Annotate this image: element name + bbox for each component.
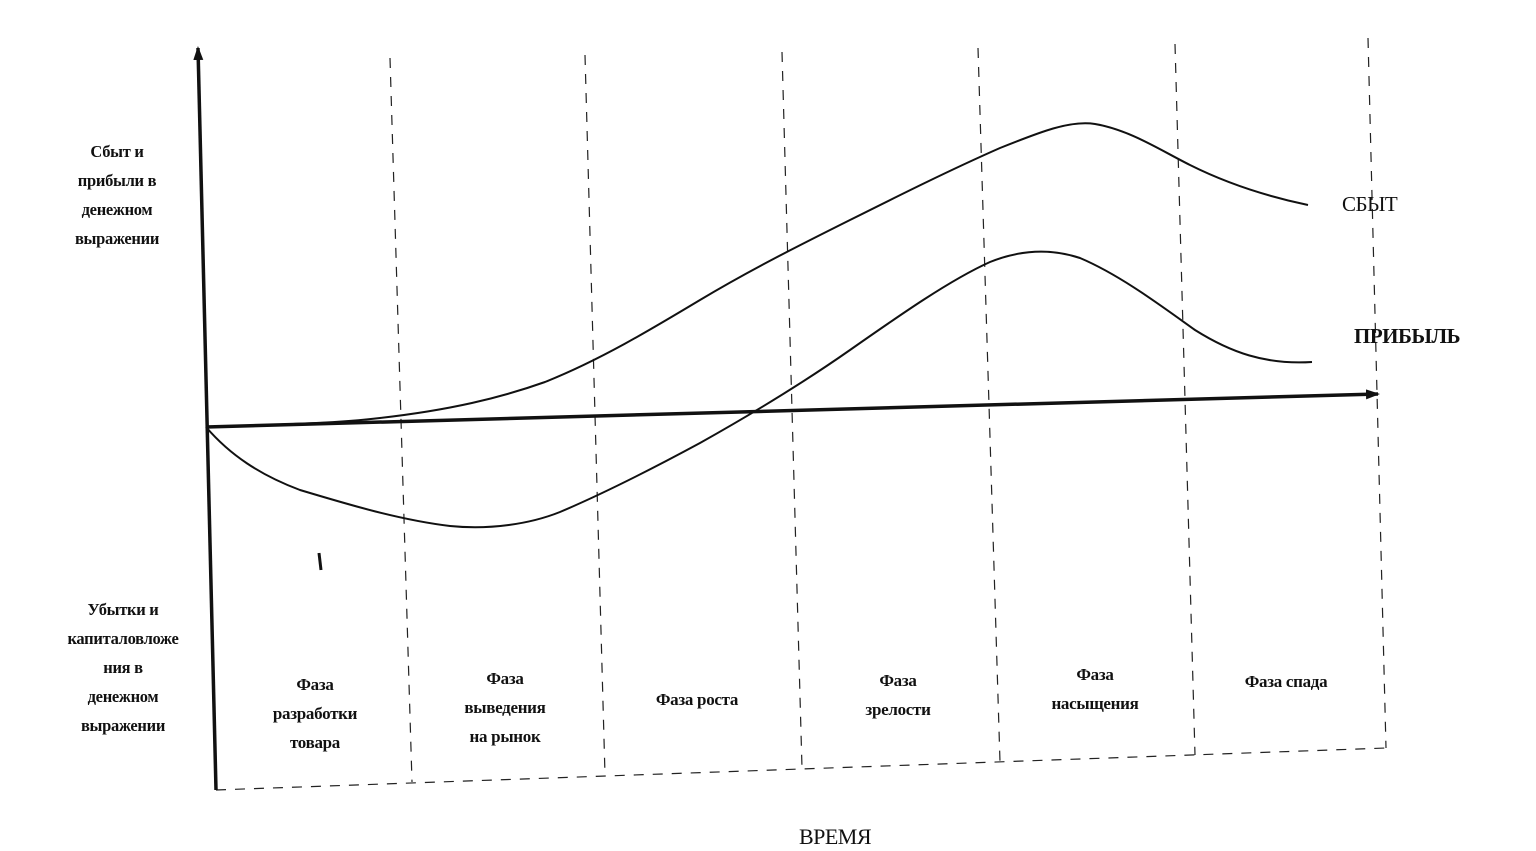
profit-curve — [205, 250, 1313, 529]
y-neg-line: денежном — [87, 687, 159, 706]
phase-label-development: Фаза разработки товара — [245, 670, 385, 757]
y-axis — [193, 46, 218, 791]
phase-line: на рынок — [469, 727, 541, 746]
x-axis-label: ВРЕМЯ — [798, 824, 872, 849]
phase-line: выведения — [464, 698, 546, 717]
y-neg-line: Убытки и — [87, 600, 159, 619]
phase-line: Фаза спада — [1244, 672, 1328, 691]
phase-label-introduction: Фаза выведения на рынок — [435, 664, 575, 751]
bottom-dashed-baseline — [215, 747, 1387, 791]
phase-divider — [977, 47, 1001, 763]
sales-series-label: СБЫТ — [1342, 192, 1398, 216]
y-neg-line: выражении — [80, 716, 166, 735]
scan-mark — [317, 552, 323, 571]
phase-line: Фаза роста — [655, 690, 739, 709]
phase-label-growth: Фаза роста — [627, 685, 767, 714]
phase-line: Фаза — [1076, 665, 1114, 684]
phase-line: Фаза — [296, 675, 334, 694]
profit-series-label: ПРИБЫЛЬ — [1354, 324, 1461, 348]
phase-divider — [781, 51, 803, 769]
y-neg-line: капиталовложе — [67, 629, 179, 648]
y-pos-line: выражении — [74, 229, 160, 248]
phase-line: насыщения — [1051, 694, 1139, 713]
y-neg-line: ния в — [103, 658, 143, 677]
phase-divider — [1367, 37, 1387, 749]
y-axis-negative-label: Убытки и капиталовложе ния в денежном вы… — [48, 595, 198, 740]
phase-dividers — [215, 37, 1387, 791]
phase-divider — [1174, 43, 1196, 756]
y-axis-positive-label: Сбыт и прибыли в денежном выражении — [52, 137, 182, 253]
phase-label-saturation: Фаза насыщения — [1025, 660, 1165, 718]
phase-label-maturity: Фаза зрелости — [828, 666, 968, 724]
phase-line: Фаза — [486, 669, 524, 688]
y-pos-line: прибыли в — [77, 171, 157, 190]
phase-line: разработки — [272, 704, 358, 723]
sales-curve — [205, 122, 1309, 428]
phase-label-decline: Фаза спада — [1216, 667, 1356, 696]
y-pos-line: денежном — [81, 200, 153, 219]
phase-line: товара — [289, 733, 341, 752]
phase-line: Фаза — [879, 671, 917, 690]
phase-divider — [584, 54, 606, 776]
x-axis — [205, 389, 1380, 429]
y-pos-line: Сбыт и — [90, 142, 144, 161]
phase-line: зрелости — [865, 700, 931, 719]
